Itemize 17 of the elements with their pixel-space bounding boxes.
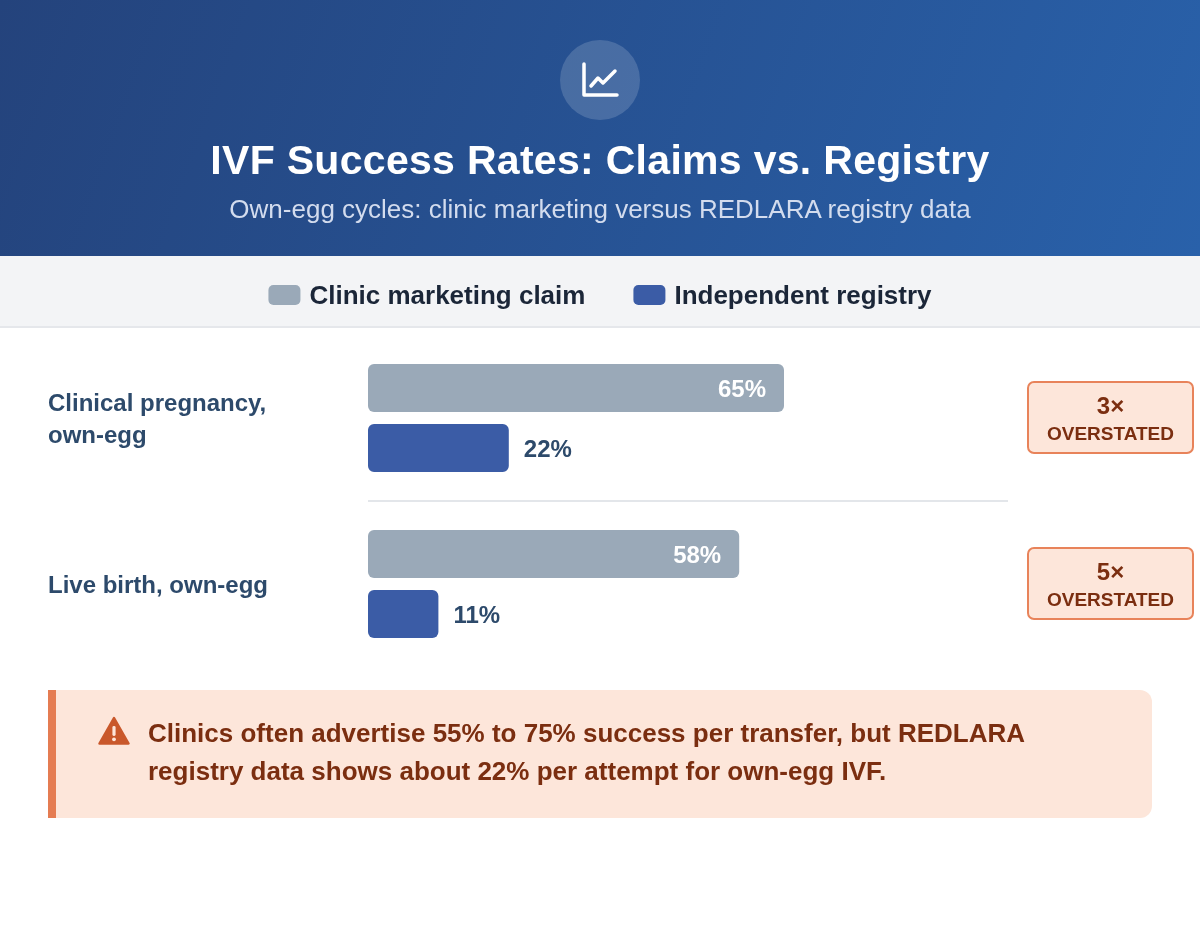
data-label: 11% <box>453 600 501 628</box>
y-tick-label: Live birth, own-egg <box>48 570 268 598</box>
text: Clinics often advertise 55% to 75% success per transfer, but REDLARA registry data shows about 22% per attempt for own-egg IVF. <box>148 717 1026 788</box>
legend-label: Clinic marketing claim <box>309 280 586 310</box>
chart-title: IVF Success Rates: Claims vs. Registry <box>209 136 991 185</box>
legend-label: Independent registry <box>674 280 933 310</box>
text: 5× OVERSTATED <box>1046 557 1175 610</box>
data-label: 65% <box>717 374 766 402</box>
y-tick-label: Clinical pregnancy, own-egg <box>48 388 273 448</box>
bar <box>368 424 509 472</box>
bar <box>368 590 439 638</box>
bar <box>368 530 740 578</box>
text: 3× OVERSTATED <box>1046 391 1175 444</box>
data-label: 58% <box>673 540 722 568</box>
data-label: 22% <box>523 434 572 462</box>
chart-subtitle: Own-egg cycles: clinic marketing versus REDLARA registry data <box>228 193 972 225</box>
bar <box>368 364 784 412</box>
